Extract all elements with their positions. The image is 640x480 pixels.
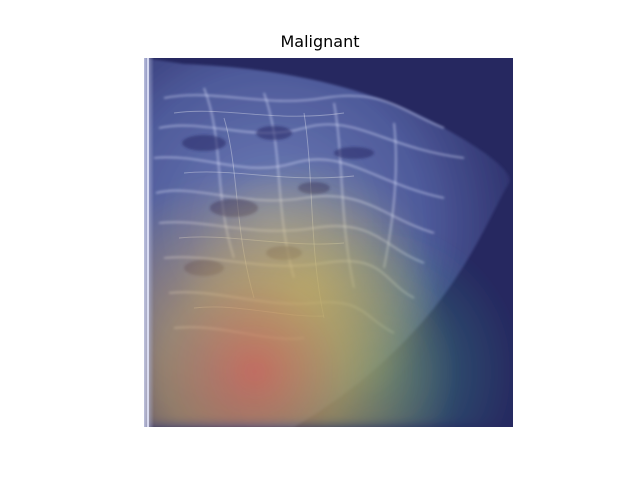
figure-title: Malignant — [0, 32, 640, 52]
mammogram-heatmap-image — [144, 58, 513, 427]
mammogram-heatmap-svg — [144, 58, 513, 427]
